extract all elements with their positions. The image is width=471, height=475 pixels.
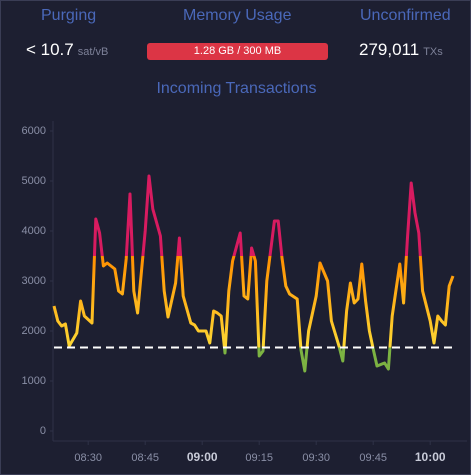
x-tick-label: 10:00: [415, 450, 446, 464]
label: Memory Usage: [183, 7, 292, 24]
y-tick-label: 4000: [22, 225, 46, 237]
line: [52, 174, 455, 373]
unit: TXs: [423, 46, 443, 58]
x-tick-label: 09:30: [302, 452, 330, 464]
x-tick-label: 09:00: [187, 450, 218, 464]
y-tick-label: 0: [40, 425, 46, 437]
x-tick-label: 08:45: [131, 452, 159, 464]
y-tick-label: 6000: [22, 125, 46, 137]
x-tick-label: 08:30: [74, 452, 102, 464]
value: 279,011: [359, 40, 420, 59]
unit: sat/vB: [77, 46, 109, 58]
unconfirmed-value: 279,011 TXs: [359, 40, 443, 60]
label: Purging: [41, 7, 97, 24]
x-tick-label: 09:15: [245, 452, 273, 464]
y-tick-label: 3000: [22, 275, 46, 287]
y-tick-label: 2000: [22, 325, 46, 337]
value: < 10.7: [26, 40, 74, 59]
memory-bar: 1.28 GB / 300 MB: [147, 43, 328, 60]
y-tick-label: 5000: [22, 175, 46, 187]
y-tick-label: 1000: [22, 375, 46, 387]
label: Unconfirmed: [360, 7, 451, 24]
x-tick-label: 09:45: [359, 452, 387, 464]
purging-value: < 10.7 sat/vB: [26, 40, 108, 60]
chart-title: Incoming Transactions: [156, 80, 317, 97]
